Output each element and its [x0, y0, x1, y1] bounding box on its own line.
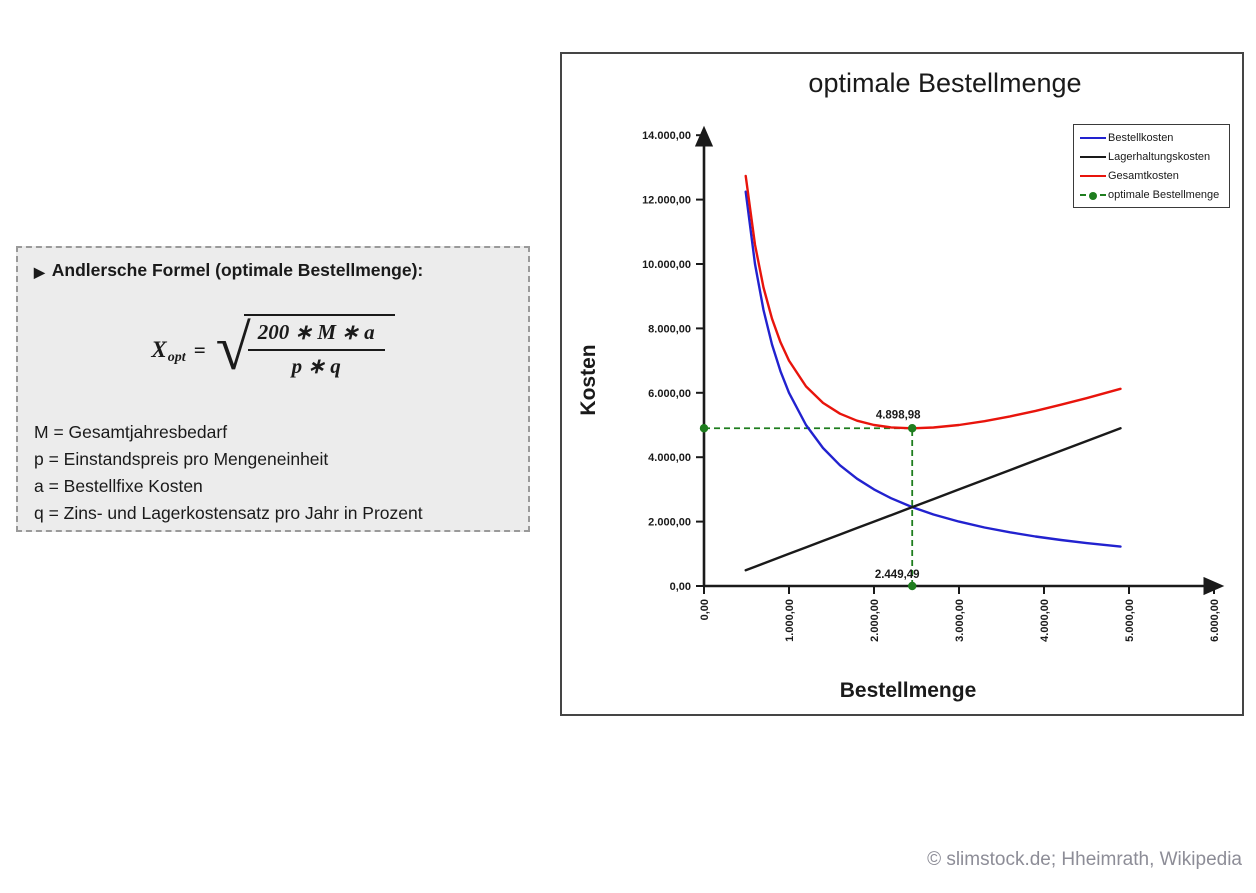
y-tick-label: 12.000,00: [642, 195, 691, 207]
optimum-marker-dot: [908, 424, 917, 433]
formula-denominator: p ∗ q: [291, 354, 341, 378]
optimal-quantity-label: 2.449,49: [875, 569, 920, 581]
x-tick-label: 1.000,00: [784, 599, 796, 642]
green-dashed-dot-swatch-icon: [1080, 191, 1106, 200]
y-tick-label: 14.000,00: [642, 130, 691, 142]
definition-a: a = Bestellfixe Kosten: [34, 476, 203, 496]
y-tick-label: 4.000,00: [648, 452, 691, 464]
formula-panel-title: ▶ Andlersche Formel (optimale Bestellmen…: [34, 260, 512, 281]
chart-panel: 0,00 2.000,00 4.000,00 6.000,00 8.000,00 10.0…: [560, 52, 1244, 716]
legend-item-gesamtkosten: Gesamtkosten: [1080, 170, 1224, 182]
legend-item-optimale-bestellmenge: optimale Bestellmenge: [1080, 189, 1224, 201]
plot-area: 0,00 2.000,00 4.000,00 6.000,00 8.000,00 10.0…: [642, 125, 1225, 642]
optimum-marker-dot: [908, 581, 917, 591]
legend-label: Bestellkosten: [1108, 132, 1174, 144]
chart-title: optimale Bestellmenge: [808, 68, 1082, 98]
x-tick-label: 0,00: [699, 599, 711, 620]
black-line-swatch-icon: [1080, 156, 1106, 158]
formula-numerator: 200 ∗ M ∗ a: [247, 320, 385, 351]
y-tick-label: 8.000,00: [648, 323, 691, 335]
formula-lhs-subscript: opt: [167, 350, 186, 365]
equals-sign: =: [193, 337, 206, 362]
series-line-bestellkosten: [744, 190, 1122, 548]
definition-p: p = Einstandspreis pro Mengeneinheit: [34, 449, 329, 469]
optimum-marker-dot: [699, 424, 709, 433]
triangle-bullet-icon: ▶: [34, 263, 45, 280]
radicand-fraction: 200 ∗ M ∗ a p ∗ q: [243, 314, 395, 379]
x-tick-label: 3.000,00: [954, 599, 966, 642]
blue-line-swatch-icon: [1080, 137, 1106, 139]
x-tick-label: 6.000,00: [1209, 599, 1221, 642]
red-line-swatch-icon: [1080, 175, 1106, 177]
x-axis-label: Bestellmenge: [839, 679, 977, 702]
y-tick-label: 6.000,00: [648, 388, 691, 400]
y-tick-label: 10.000,00: [642, 259, 691, 271]
series-line-gesamtkosten: [744, 174, 1122, 430]
y-tick-label: 2.000,00: [648, 517, 691, 529]
legend-label: Lagerhaltungskosten: [1108, 151, 1211, 163]
legend-item-lagerhaltungskosten: Lagerhaltungskosten: [1080, 151, 1224, 163]
series-line-lagerhaltungskosten: [744, 427, 1122, 572]
definition-q: q = Zins- und Lagerkostensatz pro Jahr i…: [34, 503, 423, 523]
x-tick-label: 4.000,00: [1039, 599, 1051, 642]
optimal-cost-label: 4.898,98: [876, 409, 921, 421]
variable-definitions: M = Gesamtjahresbedarf p = Einstandsprei…: [34, 419, 512, 527]
definition-m: M = Gesamtjahresbedarf: [34, 422, 228, 442]
x-tick-label: 2.000,00: [869, 599, 881, 642]
legend: Bestellkosten Lagerhaltungskosten Gesamt…: [1073, 124, 1230, 208]
formula-panel: ▶ Andlersche Formel (optimale Bestellmen…: [16, 246, 530, 532]
x-tick-label: 5.000,00: [1124, 599, 1136, 642]
formula-title-text: Andlersche Formel (optimale Bestellmenge…: [51, 260, 424, 280]
y-tick-label: 0,00: [670, 581, 691, 593]
legend-label: optimale Bestellmenge: [1108, 189, 1220, 201]
legend-label: Gesamtkosten: [1108, 170, 1179, 182]
attribution: © slimstock.de; Hheimrath, Wikipedia: [927, 849, 1242, 870]
radical-sign-icon: √: [215, 312, 251, 383]
formula-lhs: X opt: [151, 337, 186, 365]
andler-formula: X opt = √ 200 ∗ M ∗ a p ∗ q: [34, 295, 512, 405]
formula-lhs-var: X: [151, 337, 167, 362]
square-root: √ 200 ∗ M ∗ a p ∗ q: [216, 311, 395, 389]
legend-item-bestellkosten: Bestellkosten: [1080, 132, 1224, 144]
y-axis-label: Kosten: [577, 344, 600, 416]
optimum-guide-line: [704, 427, 914, 586]
